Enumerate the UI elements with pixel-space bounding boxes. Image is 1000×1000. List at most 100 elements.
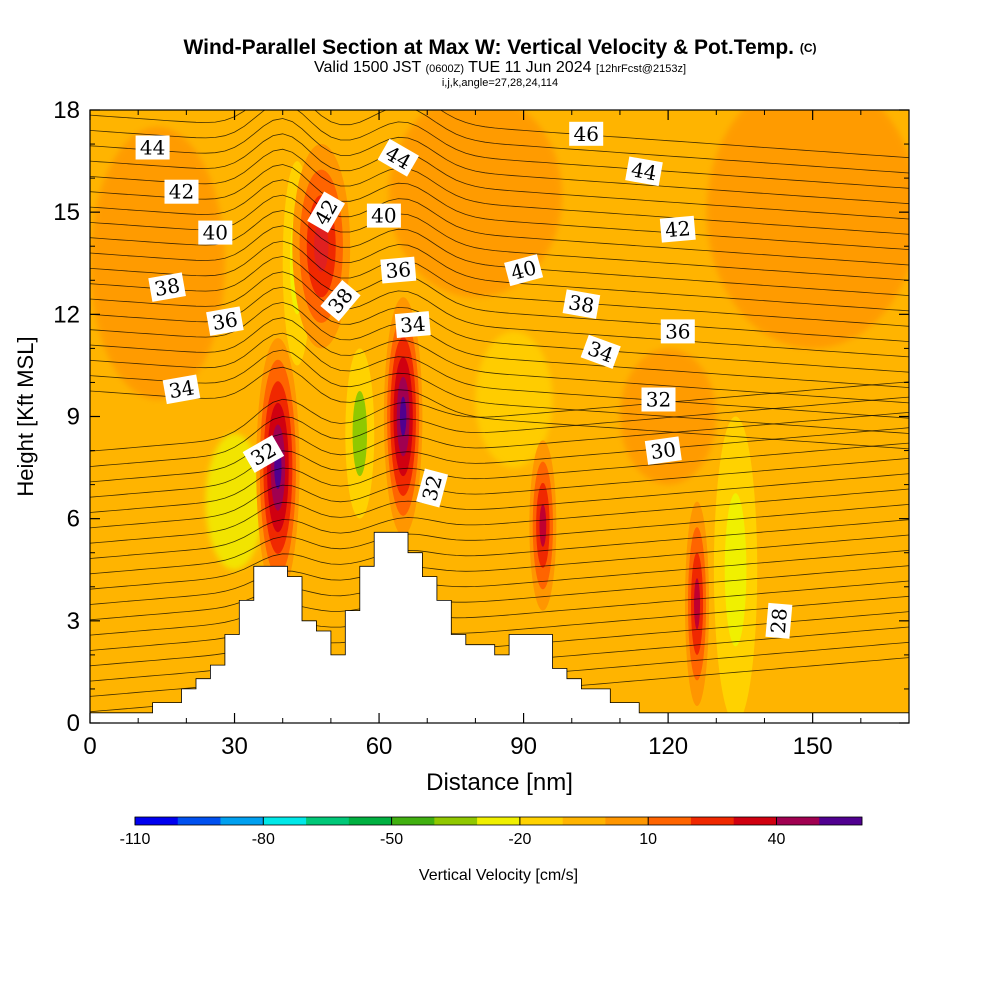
theta-label-box	[660, 319, 695, 344]
theta-label-text: 28	[766, 607, 792, 634]
theta-label-box	[625, 156, 663, 187]
theta-label-text: 36	[385, 257, 412, 283]
colorbar-swatch	[263, 817, 307, 825]
colorbar-swatch	[306, 817, 350, 825]
updraft-core	[399, 396, 407, 437]
theta-label-box	[562, 289, 601, 319]
title-block: Wind-Parallel Section at Max W: Vertical…	[0, 36, 1000, 89]
theta-isentrope	[90, 110, 909, 174]
colorbar-swatch	[562, 817, 606, 825]
theta-isentrope	[90, 534, 909, 605]
theta-label-text: 30	[649, 437, 678, 464]
theta-isentrope	[90, 473, 909, 544]
theta-isentrope	[90, 118, 909, 205]
theta-label-box	[135, 135, 170, 160]
colorbar-swatch	[177, 817, 221, 825]
theta-label-text: 46	[573, 122, 598, 146]
theta-isentrope	[90, 366, 909, 450]
theta-isentrope	[90, 565, 909, 636]
velocity-field-band	[90, 127, 225, 400]
theta-contour-label: 36	[660, 319, 695, 344]
y-tick-label: 15	[53, 199, 80, 226]
theta-label-text: 34	[399, 312, 426, 338]
theta-isentrope	[90, 301, 909, 388]
theta-label-text: 38	[152, 273, 181, 301]
y-tick-label: 12	[53, 301, 80, 328]
velocity-field-band	[388, 110, 563, 298]
y-axis-label: Height [Kft MSL]	[13, 336, 38, 496]
theta-contour-label: 30	[644, 436, 682, 465]
colorbar-tick-label: 40	[768, 831, 786, 848]
colorbar: -110 -80 -50 -20 10 40 Vertical Velocity [cm/s…	[120, 816, 863, 884]
chart-title: Wind-Parallel Section at Max W: Vertical…	[183, 36, 817, 59]
theta-contour-label: 44	[625, 156, 663, 187]
colorbar-swatch	[135, 817, 179, 825]
colorbar-swatch	[648, 817, 692, 825]
theta-contour-label: 40	[504, 254, 544, 287]
theta-label-box	[206, 306, 244, 336]
colorbar-swatch	[776, 817, 820, 825]
theta-label-box	[659, 215, 696, 243]
theta-isentrope	[90, 271, 909, 358]
x-axis-label: Distance [nm]	[426, 769, 573, 796]
downdraft-core	[352, 390, 368, 477]
theta-label-box	[366, 203, 401, 228]
theta-contour-label: 38	[148, 272, 186, 302]
theta-label-box	[644, 436, 682, 465]
theta-contour-label: 44	[135, 135, 170, 160]
theta-label-text: 32	[646, 388, 671, 412]
theta-label-text: 34	[167, 375, 196, 403]
y-tick-label: 9	[67, 404, 80, 431]
theta-label-text: 38	[567, 290, 596, 318]
y-tick-label: 3	[67, 608, 80, 635]
colorbar-tick-label: 10	[639, 831, 657, 848]
terrain	[90, 531, 909, 723]
theta-isentrope	[90, 442, 909, 513]
theta-label-box	[148, 272, 186, 302]
colorbar-swatch	[434, 817, 478, 825]
theta-isentrope	[90, 240, 909, 327]
theta-contour-label: 42	[659, 215, 696, 243]
colorbar-label: Vertical Velocity [cm/s]	[419, 867, 578, 884]
theta-isentrope	[90, 148, 909, 235]
theta-label-box	[198, 220, 233, 245]
x-tick-label: 30	[221, 733, 248, 760]
theta-label-text: 36	[665, 319, 690, 343]
updraft-core	[539, 504, 547, 547]
theta-label-box	[569, 121, 604, 146]
theta-contour-label: 34	[394, 311, 431, 339]
colorbar-swatch	[477, 817, 521, 825]
theta-contour-label: 28	[765, 602, 793, 639]
theta-contour-label: 46	[569, 121, 604, 146]
theta-contour-label: 36	[206, 306, 244, 336]
theta-isentrope	[90, 332, 909, 419]
theta-isentrope	[90, 349, 909, 434]
theta-contour-label: 34	[162, 374, 201, 405]
theta-isentrope	[90, 225, 909, 312]
velocity-field-band	[205, 433, 264, 570]
theta-label-box	[164, 179, 199, 204]
x-tick-label: 120	[648, 733, 688, 760]
velocity-field-band	[475, 331, 553, 468]
theta-contour-label: 42	[164, 179, 199, 204]
theta-isentrope	[90, 110, 909, 189]
theta-label-text: 44	[629, 157, 658, 185]
chart-subtitle: Valid 1500 JST (0600Z) TUE 11 Jun 2024 […	[313, 59, 686, 76]
theta-contour-label: 32	[641, 387, 676, 412]
theta-label-box	[416, 468, 449, 508]
theta-label-box	[377, 138, 420, 177]
theta-label-box	[394, 311, 431, 339]
colorbar-swatch	[519, 817, 563, 825]
theta-contour-label: 36	[380, 256, 417, 284]
theta-label-text: 36	[210, 307, 239, 335]
y-tick-label: 0	[67, 710, 80, 737]
theta-label-box	[765, 602, 793, 639]
colorbar-swatch	[348, 817, 392, 825]
theta-contour-label: 40	[366, 203, 401, 228]
x-tick-label: 0	[83, 733, 96, 760]
theta-isentrope	[90, 255, 909, 342]
colorbar-swatch	[733, 817, 777, 825]
chart-indices: i,j,k,angle=27,28,24,114	[441, 77, 559, 89]
theta-label-box	[242, 435, 285, 473]
